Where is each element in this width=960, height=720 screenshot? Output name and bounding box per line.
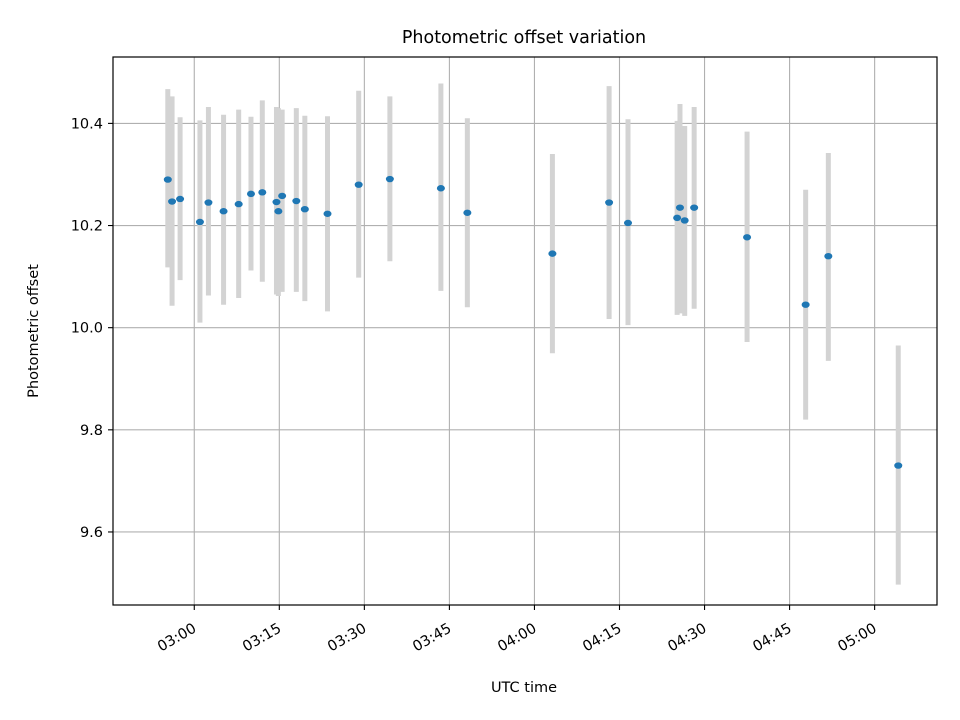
data-point xyxy=(354,181,363,188)
y-tick-label: 9.6 xyxy=(80,525,103,541)
data-point xyxy=(436,185,445,192)
data-point xyxy=(258,189,267,196)
chart-title: Photometric offset variation xyxy=(402,28,646,48)
data-point xyxy=(292,197,301,205)
y-axis-ticks: 9.6 9.8 10.0 10.2 10.4 xyxy=(71,116,113,541)
y-tick-label: 10.2 xyxy=(71,219,103,235)
data-point xyxy=(204,199,213,206)
data-point xyxy=(176,195,185,203)
data-point xyxy=(548,250,557,257)
data-point xyxy=(168,198,177,205)
data-point xyxy=(463,209,472,216)
data-point xyxy=(278,192,287,200)
grid xyxy=(113,57,937,605)
data-point xyxy=(675,204,684,211)
data-points xyxy=(163,175,903,469)
data-point xyxy=(801,301,810,308)
data-point xyxy=(824,252,833,260)
data-point xyxy=(605,199,614,206)
data-point xyxy=(743,234,752,241)
data-point xyxy=(234,200,243,208)
data-point xyxy=(163,176,172,183)
y-tick-label: 10.0 xyxy=(71,321,103,337)
data-point xyxy=(274,208,283,215)
data-point xyxy=(624,219,632,227)
data-point xyxy=(894,462,903,469)
data-point xyxy=(680,217,689,224)
data-point xyxy=(219,208,228,215)
data-point xyxy=(385,175,394,183)
x-axis-label: UTC time xyxy=(491,680,557,696)
data-point xyxy=(300,205,309,213)
data-point xyxy=(195,218,204,226)
data-point xyxy=(323,210,332,217)
data-point xyxy=(272,198,281,206)
y-tick-label: 9.8 xyxy=(80,423,103,439)
data-point xyxy=(673,214,682,222)
y-tick-label: 10.4 xyxy=(71,116,103,132)
data-point xyxy=(690,204,699,211)
plot-frame xyxy=(112,56,938,606)
data-point xyxy=(246,190,255,198)
y-axis-label: Photometric offset xyxy=(26,264,42,398)
